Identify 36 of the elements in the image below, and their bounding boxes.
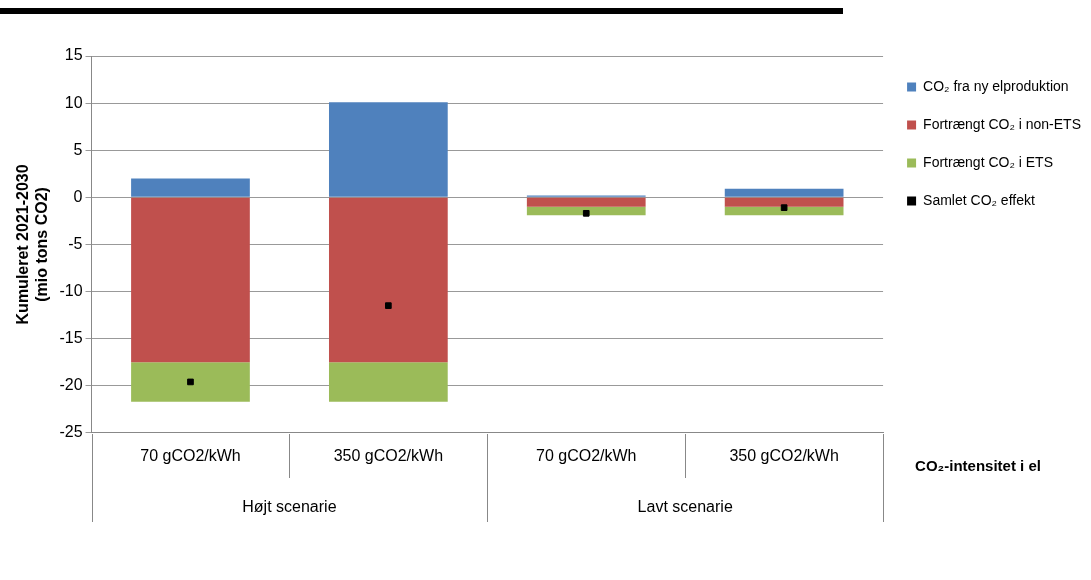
y-tick-label: -25 xyxy=(59,423,83,441)
point xyxy=(780,204,788,211)
bar xyxy=(328,102,448,197)
bar xyxy=(526,206,646,216)
point xyxy=(187,378,194,386)
y-axis-title: Kumuleret 2021-2030 (mio tons CO2) xyxy=(14,164,51,325)
y-tick-label: 5 xyxy=(73,140,83,158)
x-tick-label: 70 gCO2/kWh xyxy=(536,446,637,464)
y-tick-label: -5 xyxy=(68,234,83,252)
bar xyxy=(526,197,646,207)
point xyxy=(582,209,590,217)
legend-label: Fortrængt CO₂ i non-ETS xyxy=(923,115,1082,132)
y-tick-label: -10 xyxy=(59,281,83,299)
bar xyxy=(724,197,844,207)
text: Lavt scenarie xyxy=(637,498,733,516)
bar xyxy=(328,197,448,363)
y-tick-label: 0 xyxy=(73,187,83,205)
x-tick-label: 350 gCO2/kWh xyxy=(333,446,444,464)
x-tick-label: 350 gCO2/kWh xyxy=(729,446,839,464)
x-axis-title: CO₂-intensitet i el xyxy=(915,456,1041,474)
point xyxy=(385,302,392,309)
bar xyxy=(131,178,250,197)
legend-label: Samlet CO₂ effekt xyxy=(923,191,1035,208)
bar xyxy=(328,362,448,402)
y-tick-label: -20 xyxy=(59,376,83,394)
legend-label: CO₂ fra ny elproduktion xyxy=(923,77,1069,94)
bar xyxy=(131,362,250,402)
text: Højt scenarie xyxy=(242,498,337,516)
bar xyxy=(131,197,250,363)
y-tick-label: 10 xyxy=(64,93,83,111)
bar xyxy=(724,206,844,216)
y-tick-label: -15 xyxy=(59,329,83,347)
bar xyxy=(724,188,844,197)
x-tick-label: 70 gCO2/kWh xyxy=(140,446,241,464)
legend-label: Fortrængt CO₂ i ETS xyxy=(923,153,1053,170)
y-tick-label: 15 xyxy=(64,46,83,64)
